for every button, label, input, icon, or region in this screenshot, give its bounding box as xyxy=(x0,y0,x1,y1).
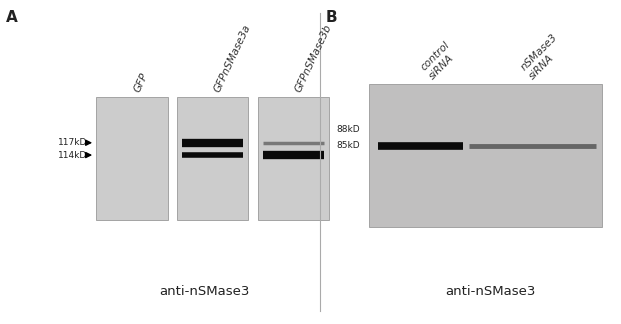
Text: 85kD: 85kD xyxy=(337,141,360,150)
Text: control
siRNA: control siRNA xyxy=(419,40,460,81)
Text: 117kD: 117kD xyxy=(58,138,87,147)
Text: GFPnSMase3b: GFPnSMase3b xyxy=(293,23,333,94)
Text: A: A xyxy=(6,10,18,25)
Text: 114kD: 114kD xyxy=(58,151,87,159)
Bar xyxy=(369,84,602,227)
Text: anti-nSMase3: anti-nSMase3 xyxy=(445,285,536,298)
Text: anti-nSMase3: anti-nSMase3 xyxy=(160,285,250,298)
Text: GFP: GFP xyxy=(132,71,150,94)
Bar xyxy=(177,97,248,220)
Bar xyxy=(258,97,329,220)
Text: GFPnSMase3a: GFPnSMase3a xyxy=(212,23,253,94)
Text: 88kD: 88kD xyxy=(337,125,360,134)
Text: nSMase3
siRNA: nSMase3 siRNA xyxy=(519,32,567,81)
Text: B: B xyxy=(326,10,338,25)
Bar xyxy=(96,97,168,220)
